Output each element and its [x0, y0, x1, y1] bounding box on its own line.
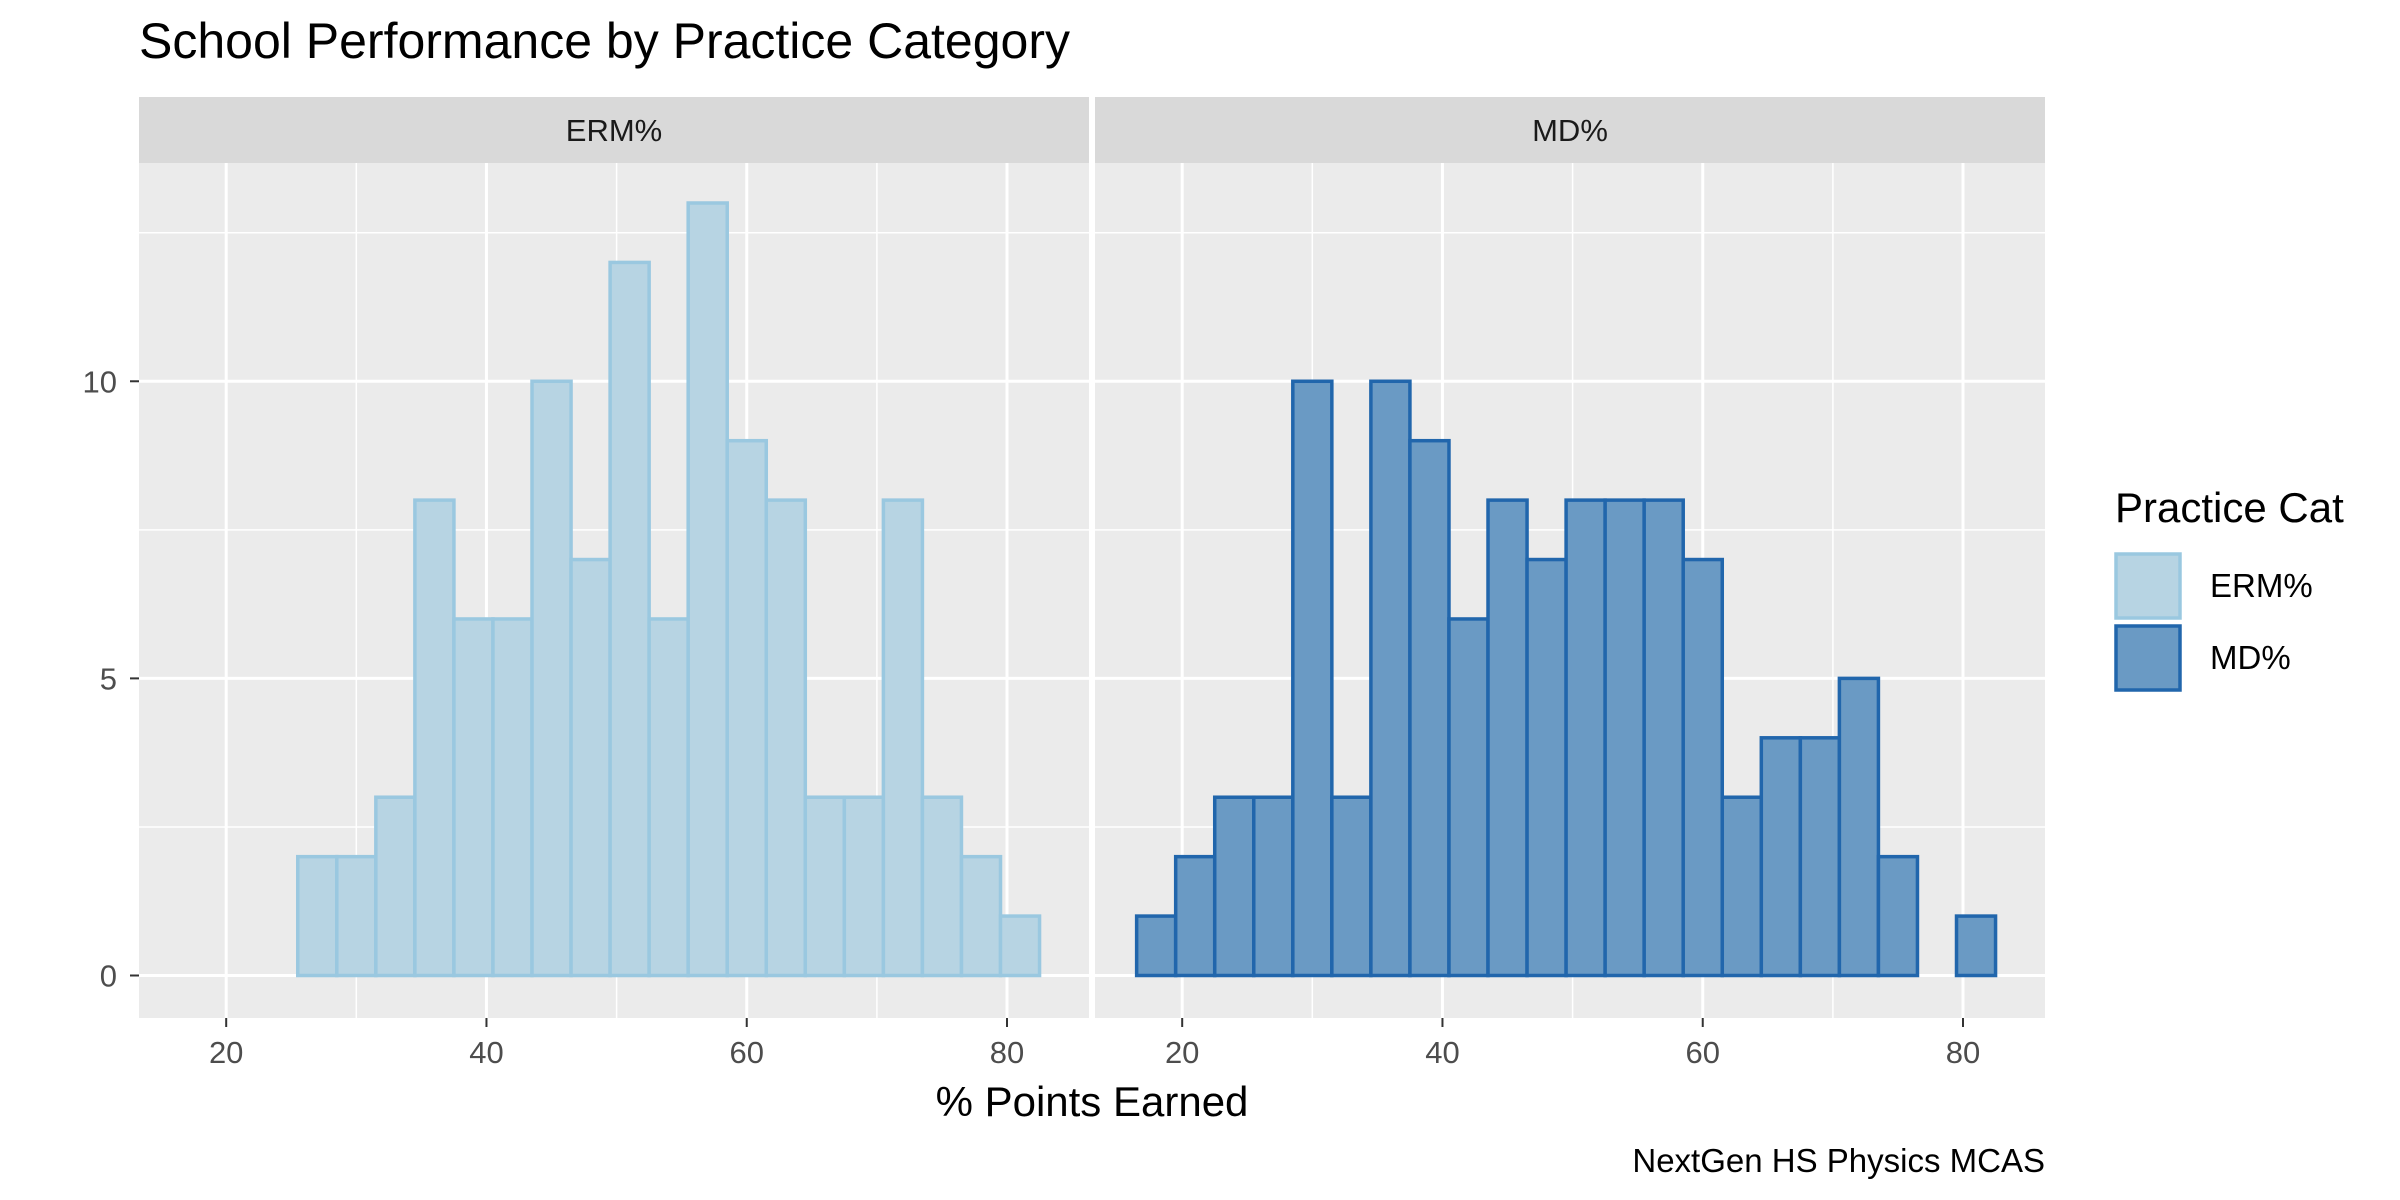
legend-label: MD%	[2210, 639, 2291, 676]
x-tick-label: 40	[1425, 1035, 1459, 1070]
legend-label: ERM%	[2210, 567, 2313, 604]
legend-title: Practice Cat	[2115, 484, 2344, 531]
chart-title: School Performance by Practice Category	[139, 13, 1070, 69]
histogram-bar	[491, 617, 534, 978]
legend-key	[2114, 552, 2182, 620]
histogram-bars	[296, 201, 1042, 978]
histogram-bar	[608, 260, 651, 978]
histogram-bar	[803, 795, 847, 978]
histogram-bar	[1681, 557, 1725, 978]
histogram-bar	[530, 379, 573, 978]
histogram-bar	[1408, 438, 1451, 978]
facet-panel-2: MD% 20 40 60 80	[1095, 97, 2045, 1070]
x-axis-label: % Points Earned	[936, 1078, 1249, 1125]
histogram-bar	[1173, 854, 1217, 978]
facet-strip	[1095, 97, 2045, 163]
y-tick-label: 5	[100, 661, 117, 696]
histogram-bar	[1720, 795, 1764, 978]
histogram-bar	[1642, 498, 1685, 978]
x-tick-label: 60	[729, 1035, 763, 1070]
legend-key	[2114, 624, 2182, 692]
histogram-bar	[1876, 854, 1920, 978]
facet-strip-label: ERM%	[566, 113, 662, 148]
histogram-bar	[686, 201, 729, 978]
x-tick-label: 80	[990, 1035, 1024, 1070]
histogram-bar	[413, 498, 456, 978]
histogram-bar	[1252, 795, 1295, 978]
facet-panel-1: ERM% 20 40 60 80 0 5 10	[83, 97, 1089, 1070]
histogram-bar	[1564, 498, 1607, 978]
histogram-bar	[1603, 498, 1646, 978]
histogram-bar	[959, 854, 1003, 978]
histogram-bar	[1486, 498, 1529, 978]
x-tick-label: 80	[1946, 1035, 1980, 1070]
histogram-bar	[1759, 736, 1803, 978]
histogram-bar	[1837, 676, 1881, 978]
histogram-bar	[1954, 914, 1998, 978]
histogram-bar	[374, 795, 417, 978]
x-tick-label: 60	[1685, 1035, 1719, 1070]
chart-caption: NextGen HS Physics MCAS	[1632, 1142, 2045, 1179]
x-tick-label: 20	[209, 1035, 243, 1070]
x-tick-label: 40	[469, 1035, 503, 1070]
histogram-bar	[296, 854, 339, 978]
histogram-bar	[452, 617, 495, 978]
histogram-bar	[1798, 736, 1842, 978]
histogram-bar	[1134, 914, 1178, 978]
histogram-bar	[1212, 795, 1256, 978]
histogram-bar	[647, 617, 690, 978]
histogram-bar	[881, 498, 925, 978]
histogram-bar	[1447, 617, 1490, 978]
facet-panels: ERM% 20 40 60 80 0 5 10 MD% 20 40 60 80	[83, 97, 2045, 1070]
histogram-bar	[1525, 557, 1568, 978]
x-tick-label: 20	[1165, 1035, 1199, 1070]
y-tick-label: 10	[83, 364, 117, 399]
histogram-bar	[764, 498, 808, 978]
legend: Practice Cat ERM% MD%	[2114, 484, 2344, 692]
histogram-bar	[1291, 379, 1334, 978]
histogram-bar	[569, 557, 612, 978]
histogram-bars	[1134, 379, 1998, 978]
histogram-bar	[1330, 795, 1373, 978]
legend-entry: MD%	[2114, 624, 2291, 692]
facet-strip-label: MD%	[1532, 113, 1608, 148]
histogram-bar	[998, 914, 1042, 978]
histogram-bar	[335, 854, 378, 978]
y-tick-label: 0	[100, 959, 117, 994]
facet-strip	[139, 97, 1089, 163]
legend-entry: ERM%	[2114, 552, 2313, 620]
histogram-bar	[842, 795, 886, 978]
histogram-bar	[725, 438, 769, 978]
histogram-bar	[920, 795, 964, 978]
histogram-bar	[1369, 379, 1412, 978]
